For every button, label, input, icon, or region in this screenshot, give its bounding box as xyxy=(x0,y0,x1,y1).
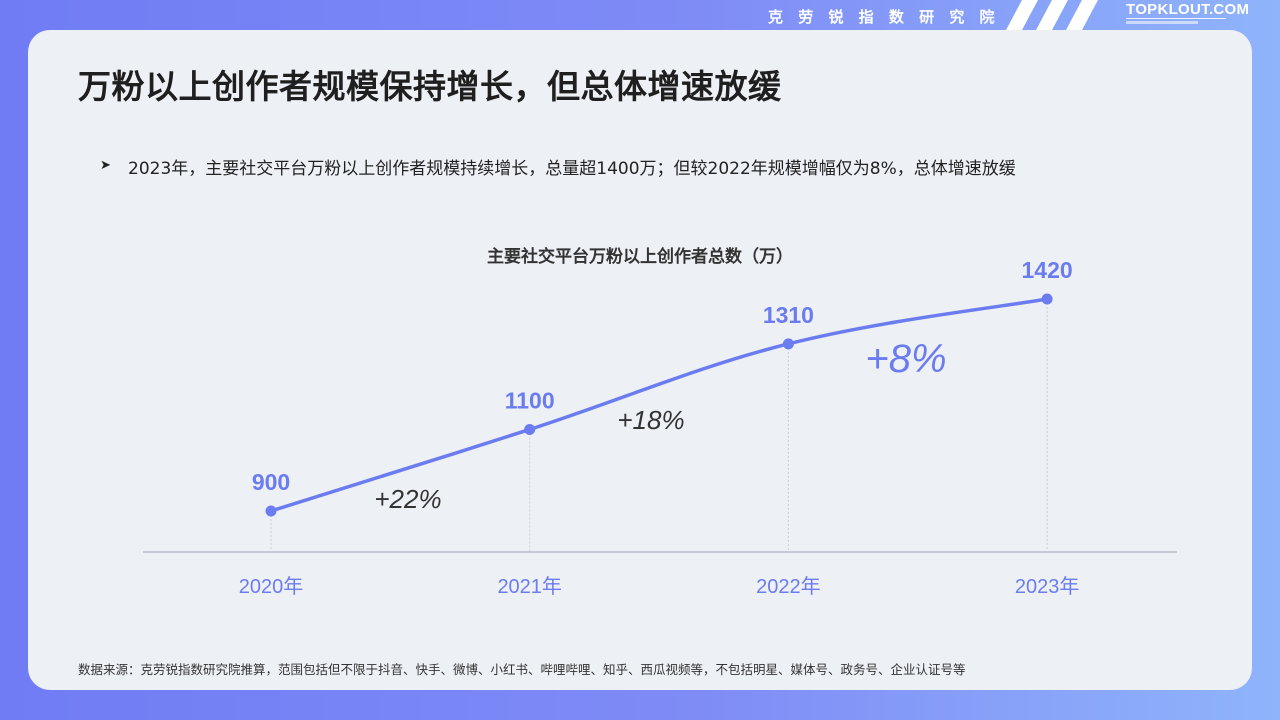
line-chart: 900 2020年 1100 2021年 1310 2022年 1420 2023年 +22% +… xyxy=(143,257,1177,598)
data-point xyxy=(782,338,794,350)
stripe-decoration xyxy=(1006,0,1038,30)
stripe-decoration xyxy=(1066,0,1098,30)
x-tick-label: 2022年 xyxy=(756,575,821,598)
data-source-note: 数据来源：克劳锐指数研究院推算，范围包括但不限于抖音、快手、微博、小红书、哔哩哔… xyxy=(78,662,966,677)
institute-name: 克 劳 锐 指 数 研 究 院 xyxy=(768,8,1000,26)
slide-card: 万粉以上创作者规模保持增长，但总体增速放缓 ➤ 2023年，主要社交平台万粉以上… xyxy=(28,30,1252,690)
brand-logo-underline xyxy=(1126,18,1226,25)
page-title: 万粉以上创作者规模保持增长，但总体增速放缓 xyxy=(78,67,782,106)
data-point xyxy=(524,423,536,435)
growth-rate-label: +8% xyxy=(865,337,946,381)
brand-logo-text: TOPKLOUT.COM xyxy=(1126,1,1250,18)
series-line xyxy=(269,297,1049,513)
data-label: 1310 xyxy=(763,302,814,328)
growth-rate-label: +18% xyxy=(617,405,684,435)
bullet-arrow-icon: ➤ xyxy=(100,158,111,173)
data-label: 1100 xyxy=(505,387,555,413)
top-bar: 克 劳 锐 指 数 研 究 院 TOPKLOUT.COM xyxy=(0,0,1280,32)
growth-rate-label: +22% xyxy=(374,484,441,514)
data-point xyxy=(265,505,277,517)
chart-title: 主要社交平台万粉以上创作者总数（万） xyxy=(487,247,793,267)
data-label: 1420 xyxy=(1022,257,1073,283)
stripe-decoration xyxy=(1036,0,1068,30)
x-tick-label: 2021年 xyxy=(497,575,562,598)
data-label: 900 xyxy=(252,469,290,495)
x-tick-label: 2023年 xyxy=(1015,575,1080,598)
data-point xyxy=(1041,293,1053,305)
summary-bullet: 2023年，主要社交平台万粉以上创作者规模持续增长，总量超1400万；但较202… xyxy=(128,159,1016,179)
x-tick-label: 2020年 xyxy=(239,575,304,598)
